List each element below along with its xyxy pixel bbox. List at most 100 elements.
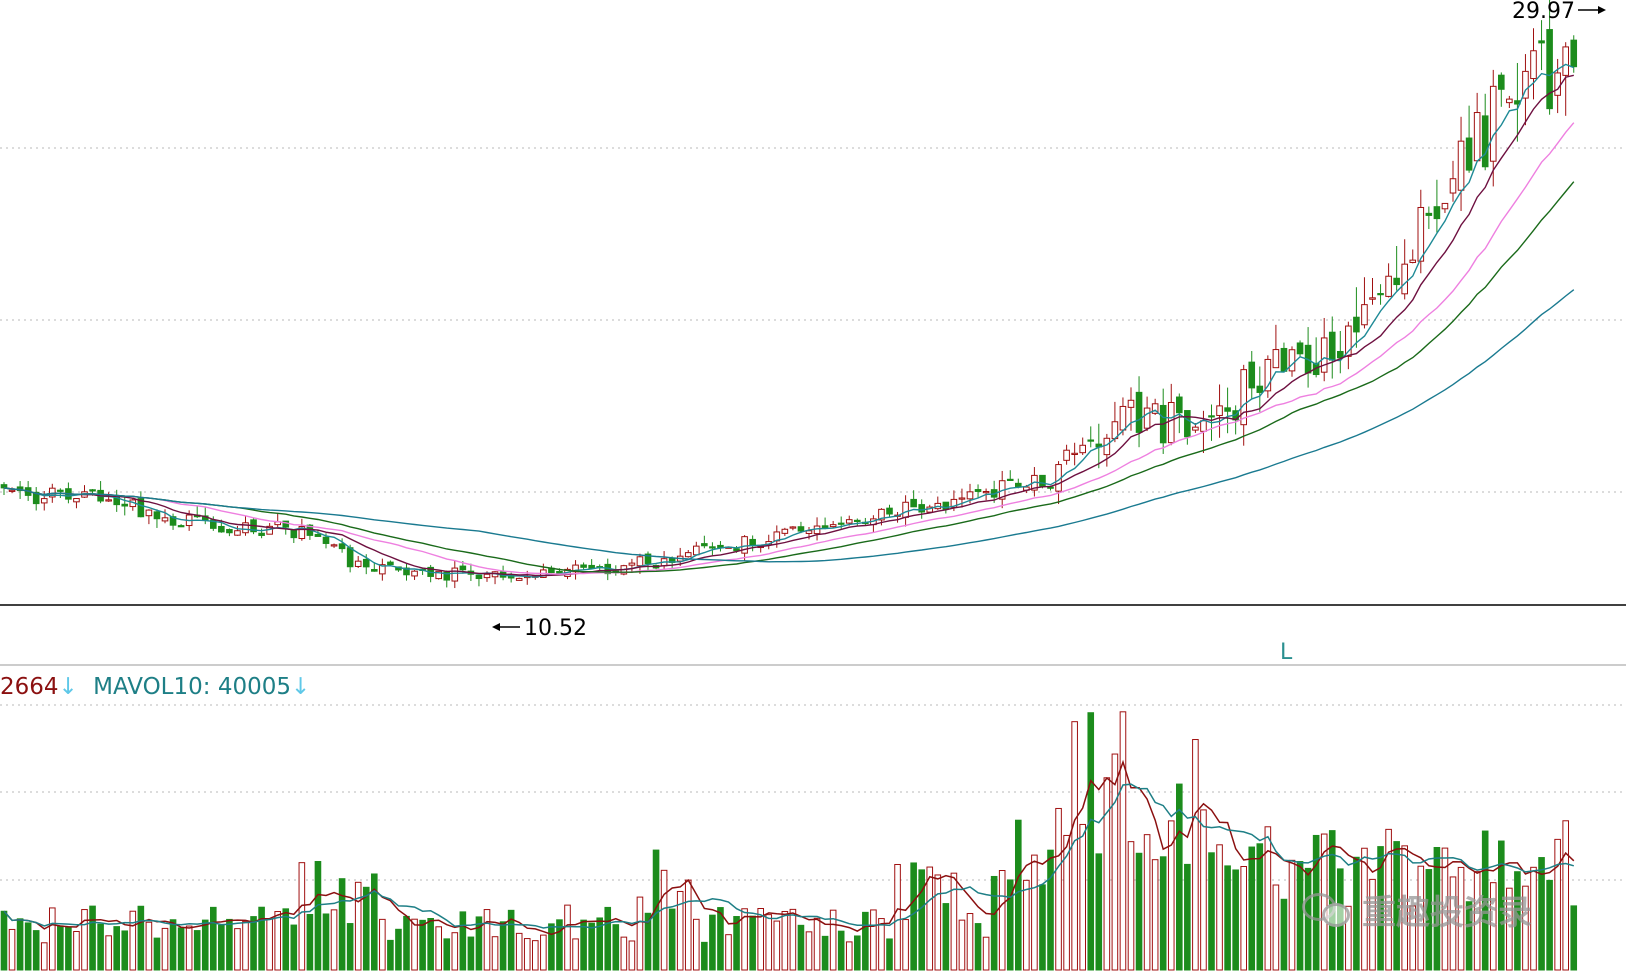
volume-bar-27 xyxy=(218,924,225,971)
volume-bar-63 xyxy=(507,909,515,971)
candle-body-189 xyxy=(1522,70,1529,99)
volume-bar-140 xyxy=(1127,841,1135,971)
volume-bar-62 xyxy=(499,921,507,971)
candle-body-125 xyxy=(1006,478,1014,482)
candle-body-54 xyxy=(435,570,442,580)
volume-bar-1 xyxy=(8,928,16,971)
candle-body-97 xyxy=(781,528,789,534)
candle-body-152 xyxy=(1224,407,1231,412)
volume-bar-193 xyxy=(1554,838,1561,971)
wechat-logo-icon xyxy=(1300,889,1352,929)
candle-body-165 xyxy=(1328,331,1336,361)
candle-body-64 xyxy=(515,577,523,581)
volume-bar-150 xyxy=(1208,852,1215,971)
volume-bar-114 xyxy=(918,869,926,971)
volume-bar-124 xyxy=(998,870,1006,971)
volume-bar-65 xyxy=(523,938,531,971)
volume-bar-172 xyxy=(1385,828,1392,971)
volume-bar-4 xyxy=(32,930,40,971)
volume-bar-23 xyxy=(185,925,193,971)
volume-bar-60 xyxy=(483,909,491,971)
candle-body-180 xyxy=(1449,178,1457,194)
candle-body-150 xyxy=(1208,415,1215,418)
volume-bar-3 xyxy=(24,922,32,971)
volume-bar-167 xyxy=(1345,905,1352,971)
volume-bar-160 xyxy=(1288,859,1296,971)
candle-body-137 xyxy=(1103,437,1111,456)
candle-body-101 xyxy=(813,525,821,535)
volume-bar-85 xyxy=(684,879,692,971)
candle-body-168 xyxy=(1353,316,1360,333)
volume-bar-194 xyxy=(1562,820,1570,971)
volume-bar-103 xyxy=(829,909,837,971)
candle-body-177 xyxy=(1425,212,1433,216)
volume-bar-105 xyxy=(845,941,853,971)
volume-bar-67 xyxy=(540,934,547,971)
candle-body-155 xyxy=(1248,361,1256,389)
volume-bar-2 xyxy=(16,918,24,971)
candle-body-11 xyxy=(89,489,96,492)
volume-bar-108 xyxy=(870,909,877,971)
volume-bar-46 xyxy=(371,873,378,971)
candle-body-176 xyxy=(1417,206,1425,262)
volume-bar-55 xyxy=(443,938,451,971)
volume-bar-98 xyxy=(789,908,797,971)
volume-bar-16 xyxy=(129,910,137,971)
volume-bar-38 xyxy=(306,913,314,971)
ma20-line xyxy=(3,122,1575,575)
volume-bar-41 xyxy=(330,909,338,971)
volume-bar-80 xyxy=(644,912,652,971)
watermark: 重趣投资录 xyxy=(1300,884,1532,934)
candle-body-42 xyxy=(338,543,346,550)
candle-body-91 xyxy=(733,548,740,552)
volume-bar-128 xyxy=(1031,854,1038,971)
candle-body-139 xyxy=(1119,405,1127,431)
volume-bar-122 xyxy=(982,936,990,971)
volume-bar-5 xyxy=(40,942,48,971)
volume-bar-81 xyxy=(652,849,660,971)
volume-bar-137 xyxy=(1103,777,1111,971)
volume-bar-132 xyxy=(1063,834,1070,971)
volume-bar-19 xyxy=(153,937,161,971)
candle-body-9 xyxy=(73,498,80,503)
candle-body-132 xyxy=(1063,449,1070,461)
volume-bar-11 xyxy=(89,905,96,971)
volume-bar-6 xyxy=(49,907,56,971)
volume-bar-12 xyxy=(97,923,104,971)
volume-bar-92 xyxy=(741,908,748,971)
volume-bar-152 xyxy=(1224,865,1231,971)
candle-body-120 xyxy=(966,491,974,500)
candle-body-45 xyxy=(362,558,370,568)
volume-bar-89 xyxy=(717,907,724,971)
volume-bar-22 xyxy=(177,927,185,971)
candle-body-85 xyxy=(684,552,692,558)
candle-body-98 xyxy=(789,526,797,529)
moving-average-lines xyxy=(3,63,1575,578)
volume-bar-75 xyxy=(604,906,612,971)
candle-body-30 xyxy=(242,522,249,534)
volume-bar-189 xyxy=(1522,885,1529,971)
volume-bar-161 xyxy=(1296,861,1304,971)
volume-bar-131 xyxy=(1055,807,1062,971)
volume-bar-148 xyxy=(1192,739,1199,971)
candle-body-43 xyxy=(346,547,354,568)
volume-bar-14 xyxy=(113,926,121,971)
candle-body-147 xyxy=(1184,410,1191,438)
volume-bar-119 xyxy=(958,919,966,971)
candle-body-5 xyxy=(40,498,48,504)
candle-body-15 xyxy=(121,503,129,507)
volume-bar-93 xyxy=(749,915,756,971)
candle-body-113 xyxy=(910,498,917,508)
volume-bar-77 xyxy=(620,936,628,971)
volume-bar-18 xyxy=(145,921,153,971)
volume-bar-173 xyxy=(1393,841,1400,971)
volume-bar-191 xyxy=(1538,857,1545,971)
volume-bar-177 xyxy=(1425,869,1433,971)
candle-body-190 xyxy=(1530,50,1537,80)
volume-bar-53 xyxy=(427,917,434,971)
candle-body-151 xyxy=(1216,405,1223,416)
l-marker-label: L xyxy=(1280,640,1293,665)
volume-bar-147 xyxy=(1184,863,1191,971)
candle-body-148 xyxy=(1192,426,1199,431)
